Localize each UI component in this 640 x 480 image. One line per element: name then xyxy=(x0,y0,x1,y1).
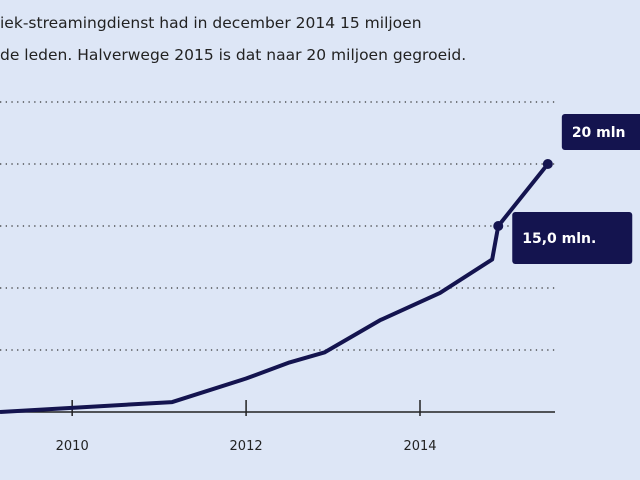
point xyxy=(542,159,553,169)
subtitle-line: de leden. Halverwege 2015 is dat naar 20… xyxy=(0,46,466,64)
value-label: 15,0 mln. xyxy=(522,231,596,247)
point xyxy=(493,221,504,231)
line xyxy=(0,162,550,414)
value-label: 20 mln xyxy=(572,125,626,141)
label-box xyxy=(512,212,633,264)
subtitle-line: iek-streamingdienst had in december 2014… xyxy=(0,14,422,32)
x-tick-label: 2010 xyxy=(56,439,89,454)
x-tick-label: 2014 xyxy=(403,439,436,454)
x-tick-label: 2012 xyxy=(230,439,263,454)
label-box xyxy=(561,114,640,150)
